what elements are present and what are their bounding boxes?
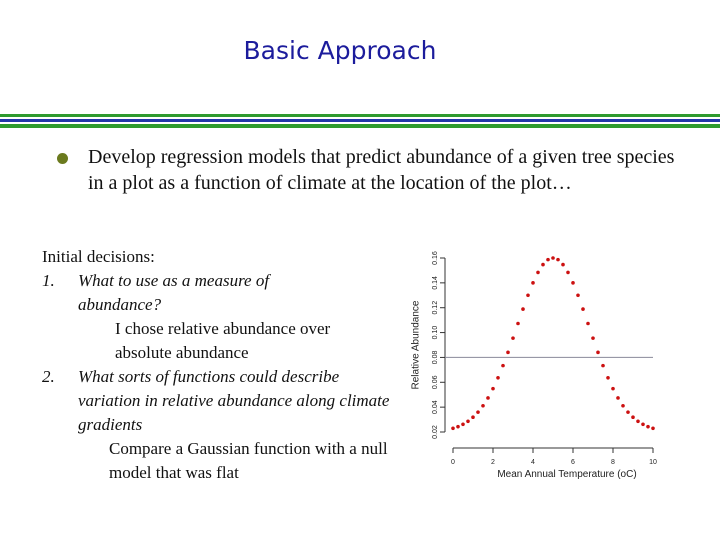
x-tick-label: 4 xyxy=(531,459,535,466)
data-point xyxy=(651,426,655,431)
bullet-text: Develop regression models that predict a… xyxy=(88,146,675,194)
item-text: What to use as a measure of abundance? xyxy=(78,271,270,314)
data-point xyxy=(501,363,505,368)
data-point xyxy=(611,386,615,391)
list-item: 2. What sorts of functions could describ… xyxy=(42,365,402,485)
bullet-marker xyxy=(57,153,68,164)
y-tick-label: 0.10 xyxy=(432,326,439,340)
data-point xyxy=(466,419,470,424)
data-point xyxy=(556,257,560,262)
data-point xyxy=(581,307,585,311)
data-point xyxy=(461,422,465,427)
data-point xyxy=(606,376,610,380)
data-point xyxy=(496,376,500,380)
data-point xyxy=(641,422,645,427)
data-point xyxy=(551,256,555,260)
data-point xyxy=(596,350,600,355)
data-point xyxy=(536,270,540,275)
data-point xyxy=(476,410,480,414)
slide-title: Basic Approach xyxy=(243,36,437,65)
y-tick-label: 0.16 xyxy=(432,251,439,265)
data-point xyxy=(601,363,605,368)
y-tick-label: 0.08 xyxy=(432,351,439,365)
data-point xyxy=(616,396,620,400)
decision-list: Initial decisions: 1. What to use as a m… xyxy=(42,245,402,485)
chart: 0.02 0.04 0.06 0.08 0.10 0.12 0.14 0.16 0 2 4 6 8 10 M… xyxy=(411,251,657,480)
y-tick-label: 0.02 xyxy=(432,425,439,439)
data-point xyxy=(636,419,640,424)
data-point xyxy=(451,426,455,431)
x-tick-label: 2 xyxy=(491,459,495,466)
item-number: 1. xyxy=(42,271,55,290)
data-point xyxy=(471,415,475,420)
data-point xyxy=(481,403,485,408)
data-point xyxy=(576,293,580,298)
x-tick-label: 8 xyxy=(611,459,615,466)
data-point xyxy=(621,403,625,408)
title-rule xyxy=(0,124,720,128)
data-point xyxy=(511,336,515,340)
title-rule xyxy=(0,114,720,117)
data-point xyxy=(546,257,550,262)
item-detail: Compare a Gaussian function with a null … xyxy=(109,439,388,482)
data-point xyxy=(626,410,630,414)
title-rule xyxy=(0,119,720,122)
x-axis-label: Mean Annual Temperature (oC) xyxy=(497,469,636,480)
item-detail: I chose relative abundance over absolute… xyxy=(115,319,331,362)
data-point xyxy=(631,415,635,420)
data-point xyxy=(591,336,595,340)
data-point xyxy=(646,424,650,429)
data-point xyxy=(491,386,495,391)
data-point xyxy=(566,270,570,275)
data-point xyxy=(456,424,460,429)
x-tick-label: 10 xyxy=(649,459,657,466)
data-point xyxy=(486,396,490,400)
y-tick-label: 0.06 xyxy=(432,375,439,389)
data-point xyxy=(561,262,565,267)
y-tick-label: 0.12 xyxy=(432,301,439,315)
x-tick-label: 6 xyxy=(571,459,575,466)
y-tick-label: 0.14 xyxy=(432,276,439,290)
y-tick-label: 0.04 xyxy=(432,400,439,414)
item-number: 2. xyxy=(42,367,55,386)
data-point xyxy=(506,350,510,355)
data-point xyxy=(526,293,530,298)
x-tick-label: 0 xyxy=(451,459,455,466)
y-axis-label: Relative Abundance xyxy=(411,300,422,389)
list-item: 1. What to use as a measure of abundance… xyxy=(42,269,402,365)
item-text: What sorts of functions could describe v… xyxy=(78,367,390,434)
data-point xyxy=(541,262,545,267)
data-point xyxy=(571,281,575,285)
data-point xyxy=(516,321,520,326)
data-point xyxy=(586,321,590,326)
data-point xyxy=(521,307,525,311)
data-point xyxy=(531,281,535,285)
list-heading: Initial decisions: xyxy=(42,247,155,266)
